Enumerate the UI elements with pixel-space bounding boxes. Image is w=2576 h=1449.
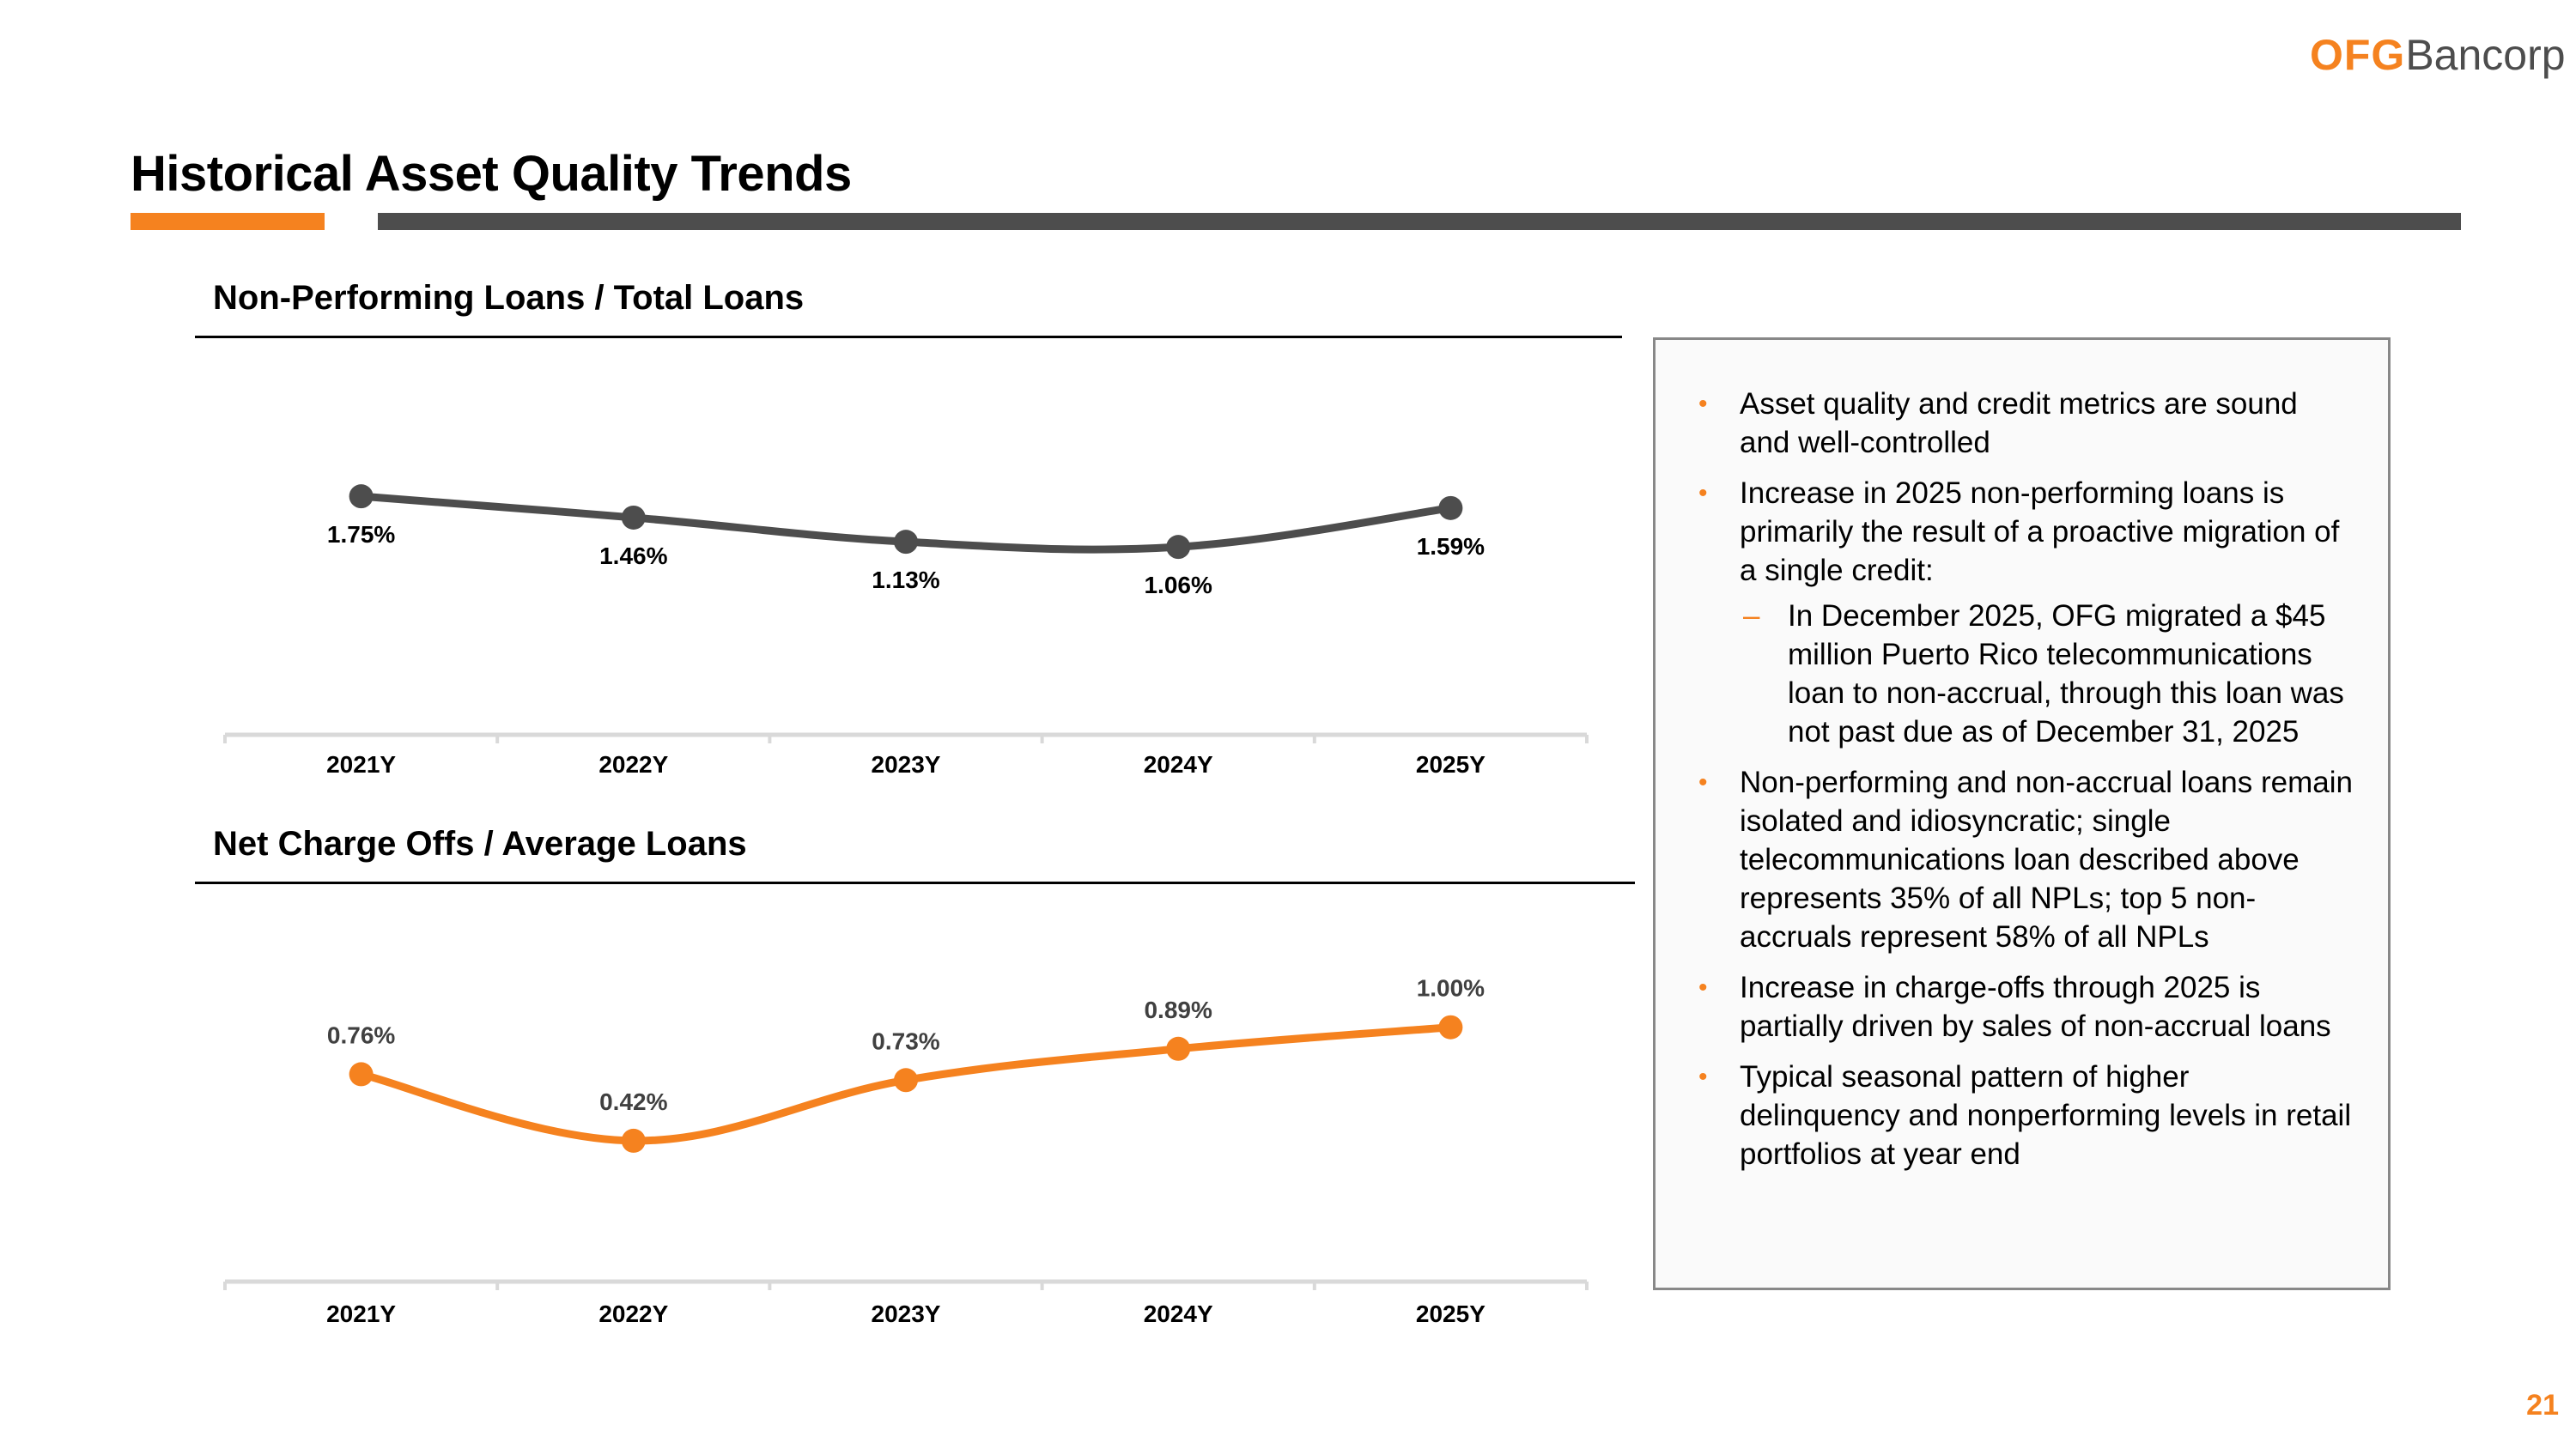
logo-suffix: Bancorp: [2405, 31, 2566, 79]
nco-data-point: [349, 1062, 374, 1087]
nco-category-label: 2021Y: [326, 1300, 396, 1327]
commentary-bullet: • Typical seasonal pattern of higher deli…: [1698, 1058, 2354, 1173]
npl-data-point: [894, 530, 918, 555]
nco-chart-title: Net Charge Offs / Average Loans: [213, 825, 747, 863]
npl-category-label: 2025Y: [1416, 751, 1485, 778]
nco-data-label: 0.89%: [1144, 997, 1212, 1023]
nco-line-chart: 2021Y 2022Y 2023Y 2024Y 2025Y 0.76% 0.42% 0.73%…: [223, 975, 1589, 1327]
npl-data-label: 1.46%: [599, 543, 667, 569]
npl-category-label: 2023Y: [872, 751, 941, 778]
npl-chart-title-rule: [195, 336, 1622, 338]
nco-category-label: 2025Y: [1416, 1300, 1485, 1327]
ofg-bancorp-logo: OFGBancorp: [2310, 29, 2566, 81]
npl-category-label: 2024Y: [1144, 751, 1213, 778]
bullet-text: Typical seasonal pattern of higher delin…: [1740, 1060, 2352, 1171]
nco-data-point: [894, 1068, 918, 1093]
bullet-dot-icon: •: [1698, 479, 1708, 507]
page-number: 21: [2526, 1389, 2559, 1422]
commentary-bullet-list: • Asset quality and credit metrics are so…: [1656, 340, 2388, 1173]
commentary-bullet: • Non-performing and non-accrual loans re…: [1698, 763, 2354, 956]
nco-category-label: 2022Y: [598, 1300, 668, 1327]
commentary-panel: • Asset quality and credit metrics are so…: [1653, 337, 2391, 1290]
page-title: Historical Asset Quality Trends: [131, 146, 852, 202]
title-divider-bar: [378, 213, 2461, 230]
commentary-bullet: • Asset quality and credit metrics are so…: [1698, 385, 2354, 462]
title-accent-bar: [131, 213, 325, 230]
nco-category-label: 2024Y: [1144, 1300, 1213, 1327]
nco-category-label: 2023Y: [872, 1300, 941, 1327]
npl-chart-title: Non-Performing Loans / Total Loans: [213, 279, 805, 317]
nco-data-label: 0.73%: [872, 1028, 939, 1054]
logo-prefix: OFG: [2310, 31, 2406, 79]
npl-data-point: [349, 484, 374, 509]
npl-category-label: 2021Y: [326, 751, 396, 778]
nco-data-point: [1166, 1036, 1191, 1061]
npl-data-label: 1.59%: [1417, 533, 1485, 560]
npl-data-label: 1.75%: [327, 521, 395, 548]
bullet-dot-icon: •: [1698, 390, 1708, 418]
nco-data-label: 0.42%: [599, 1088, 667, 1115]
commentary-sub-bullet: – In December 2025, OFG migrated a $45 mi…: [1740, 597, 2354, 751]
npl-line-chart: 2021Y 2022Y 2023Y 2024Y 2025Y 1.75% 1.46% 1.13%…: [223, 484, 1589, 778]
commentary-sub-list: – In December 2025, OFG migrated a $45 mi…: [1740, 590, 2354, 751]
bullet-dot-icon: •: [1698, 973, 1708, 1002]
bullet-dot-icon: •: [1698, 1063, 1708, 1091]
bullet-text: Increase in charge-offs through 2025 is …: [1740, 971, 2331, 1043]
npl-data-point: [1166, 535, 1191, 560]
nco-chart-title-rule: [195, 882, 1635, 884]
sub-bullet-dash-icon: –: [1743, 599, 1760, 633]
bullet-text: Asset quality and credit metrics are sou…: [1740, 387, 2298, 459]
bullet-text: Increase in 2025 non-performing loans is…: [1740, 476, 2340, 587]
nco-data-point: [1438, 1015, 1463, 1040]
npl-category-label: 2022Y: [598, 751, 668, 778]
commentary-bullet: • Increase in charge-offs through 2025 is…: [1698, 968, 2354, 1046]
npl-data-point: [621, 505, 646, 530]
sub-bullet-text: In December 2025, OFG migrated a $45 mil…: [1788, 599, 2344, 749]
npl-data-label: 1.06%: [1144, 572, 1212, 598]
nco-data-point: [621, 1128, 646, 1153]
npl-data-label: 1.13%: [872, 567, 939, 593]
npl-data-point: [1438, 495, 1463, 520]
nco-data-label: 1.00%: [1417, 975, 1485, 1002]
bullet-dot-icon: •: [1698, 768, 1708, 797]
commentary-bullet: • Increase in 2025 non-performing loans i…: [1698, 474, 2354, 751]
bullet-text: Non-performing and non-accrual loans rem…: [1740, 766, 2353, 954]
nco-data-label: 0.76%: [327, 1022, 395, 1048]
